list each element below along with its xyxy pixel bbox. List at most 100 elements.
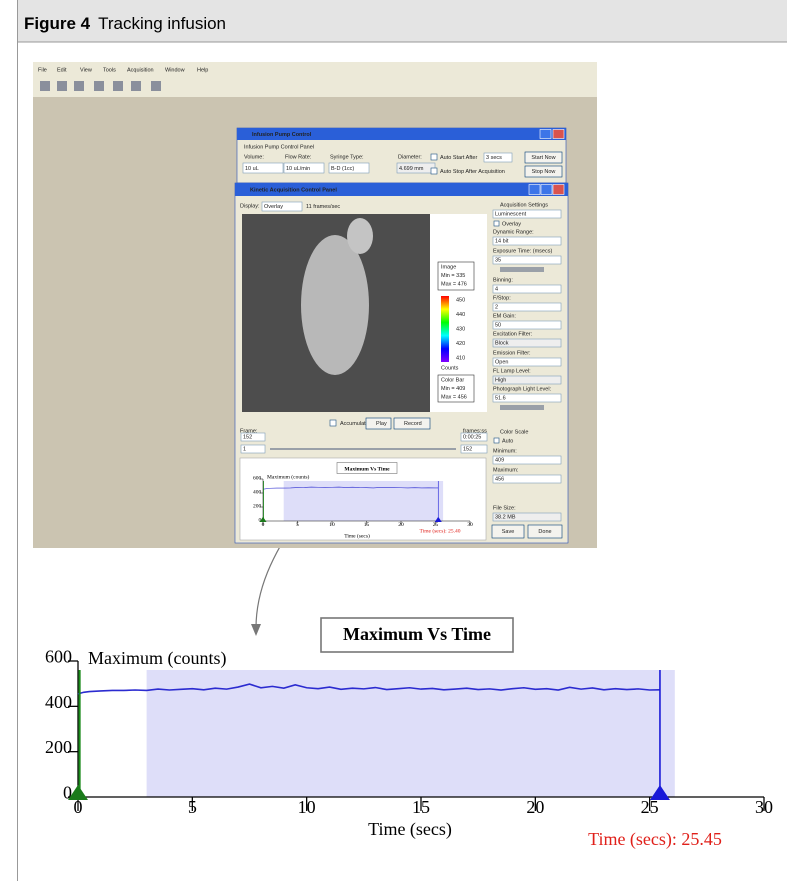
chart-title: Maximum Vs Time xyxy=(343,624,491,644)
figure-title: Tracking infusion xyxy=(98,14,226,33)
mouse-image xyxy=(301,235,369,375)
title-box xyxy=(336,462,398,474)
toolbar-icon xyxy=(113,81,123,91)
checkbox-label: Accumulate xyxy=(340,421,369,427)
button xyxy=(393,417,431,430)
y-tick-label: 600 xyxy=(253,475,262,481)
menu-item: Tools xyxy=(103,67,116,73)
button-label: Stop Now xyxy=(532,169,556,175)
setting-label: Dynamic Range: xyxy=(493,229,534,235)
y-axis-label: Maximum (counts) xyxy=(88,648,226,669)
colorbar-label: 430 xyxy=(456,326,465,332)
input-value: B-D (1cc) xyxy=(331,166,354,172)
input xyxy=(328,162,370,174)
input-value: 456 xyxy=(495,476,504,482)
panel-heading: Color Scale xyxy=(500,429,528,435)
checkbox xyxy=(493,437,500,444)
button-label: Record xyxy=(404,421,422,427)
image-info: Max = 476 xyxy=(441,281,467,287)
dropdown xyxy=(492,338,562,348)
image-info: Image xyxy=(441,264,456,270)
button-label: Done xyxy=(538,529,551,535)
toolbar-icon xyxy=(40,81,50,91)
dropdown xyxy=(492,320,562,330)
checkbox-label: Auto Start After xyxy=(440,155,477,161)
setting-label: Exposure Time: (msecs) xyxy=(493,248,552,254)
y-tick-label: 400 xyxy=(45,692,72,712)
setting-value: 50 xyxy=(495,322,501,328)
window-button xyxy=(540,184,553,195)
figure-caption: Figure 4 Tracking infusion xyxy=(24,14,226,33)
checkbox-label: Overlay xyxy=(502,221,521,227)
y-tick-label: 0 xyxy=(258,517,261,523)
callout-arrowhead xyxy=(251,624,261,636)
panel-label: Infusion Pump Control Panel xyxy=(244,144,314,150)
cursor-marker xyxy=(434,516,442,523)
field-label: Volume: xyxy=(244,154,264,160)
toolbar xyxy=(33,77,597,97)
window-title: Infusion Pump Control xyxy=(252,132,312,138)
setting-label: Binning: xyxy=(493,277,513,283)
y-tick-label: 400 xyxy=(253,489,262,495)
setting-value: 51.6 xyxy=(495,395,506,401)
input xyxy=(492,474,562,484)
dropdown xyxy=(492,255,562,265)
setting-label: Maximum: xyxy=(493,467,519,473)
x-tick-label: 5 xyxy=(188,797,197,817)
dropdown xyxy=(492,357,562,367)
toolbar-icon xyxy=(151,81,161,91)
input-value: 0:00:25 xyxy=(463,434,481,440)
chart-title: Maximum Vs Time xyxy=(344,466,390,472)
input-value: 3 secs xyxy=(486,155,502,161)
toolbar-icon xyxy=(131,81,141,91)
setting-value: 4 xyxy=(495,286,498,292)
x-tick-label: 0 xyxy=(74,797,83,817)
setting-value: Block xyxy=(495,340,509,346)
input xyxy=(240,432,266,442)
y-axis-label: Maximum (counts) xyxy=(267,473,309,480)
input-value: 4.699 mm xyxy=(399,166,424,172)
toolbar-icon xyxy=(57,81,67,91)
x-tick-label: 10 xyxy=(329,522,335,528)
slider xyxy=(500,267,544,272)
cursor-marker xyxy=(649,785,670,800)
input-value: 38.2 MB xyxy=(495,514,516,520)
button xyxy=(524,165,563,178)
x-tick-label: 15 xyxy=(412,797,430,817)
dropdown xyxy=(492,302,562,312)
setting-label: Photograph Light Level: xyxy=(493,386,552,392)
checkbox xyxy=(430,153,438,161)
cursor-annotation: Time (secs): 25.40 xyxy=(420,527,461,534)
x-axis-label: Time (secs) xyxy=(344,532,370,539)
caption-bar xyxy=(17,0,787,42)
x-tick-label: 25 xyxy=(433,522,439,528)
setting-label: Minimum: xyxy=(493,448,517,454)
setting-value: Luminescent xyxy=(495,211,527,217)
info-box xyxy=(437,261,475,291)
field-label: Syringe Type: xyxy=(330,154,364,160)
kinetic-titlebar xyxy=(235,183,568,196)
setting-value: 35 xyxy=(495,257,501,263)
input xyxy=(483,152,513,163)
data-line xyxy=(77,683,660,695)
menu-item: Help xyxy=(197,67,208,73)
dropdown xyxy=(492,375,562,385)
colorbar xyxy=(441,296,449,362)
x-tick-label: 10 xyxy=(298,797,316,817)
x-tick-label: 30 xyxy=(467,522,473,528)
slider xyxy=(270,448,456,450)
pump-titlebar xyxy=(237,128,566,140)
field-label: frames:ss xyxy=(463,428,487,434)
input-value: 10 uL xyxy=(245,166,259,172)
mouse-image xyxy=(347,218,373,254)
window-button xyxy=(528,184,541,195)
y-tick-label: 200 xyxy=(253,503,262,509)
field-label: Diameter: xyxy=(398,154,422,160)
input-value: 152 xyxy=(463,446,472,452)
dropdown xyxy=(492,284,562,294)
field-label: Frame: xyxy=(240,428,258,434)
menu-item: Window xyxy=(165,67,185,73)
checkbox xyxy=(329,419,337,427)
x-axis-label: Time (secs) xyxy=(368,819,452,840)
